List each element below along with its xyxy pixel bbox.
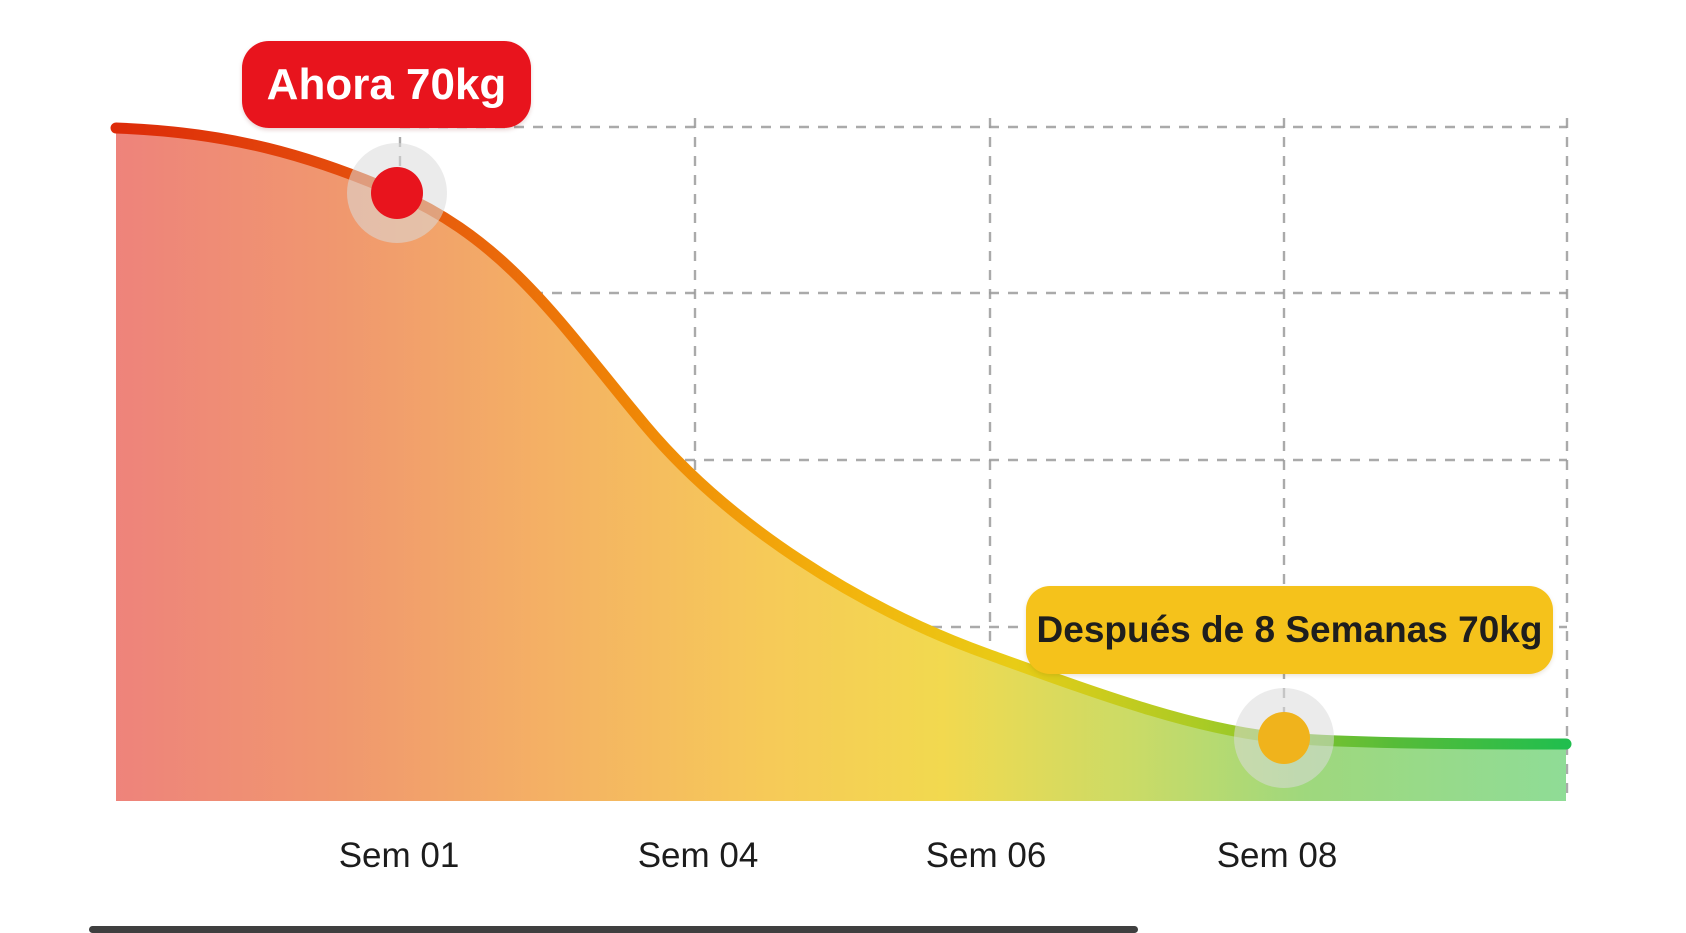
badge-now-weight: Ahora 70kg [242,41,531,128]
x-tick-sem-06: Sem 06 [925,836,1047,875]
progress-bar [89,926,1138,933]
badge-after-weight-label: Después de 8 Semanas 70kg [1036,609,1543,650]
weight-curve-area [116,128,1566,801]
after-marker-dot [1258,712,1310,764]
x-tick-sem-04: Sem 04 [637,836,759,875]
x-tick-sem-01: Sem 01 [338,836,460,875]
x-tick-sem-08: Sem 08 [1216,836,1338,875]
now-marker-dot [371,167,423,219]
badge-after-weight: Después de 8 Semanas 70kg [1026,586,1553,674]
badge-now-weight-label: Ahora 70kg [266,59,507,109]
